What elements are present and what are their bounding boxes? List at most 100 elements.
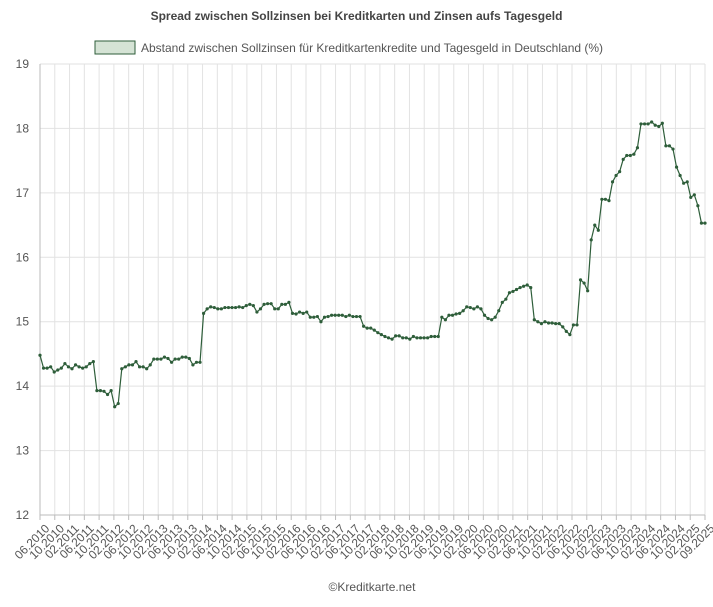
data-point	[102, 389, 106, 393]
data-point	[678, 173, 682, 178]
data-point	[177, 357, 181, 361]
data-point	[223, 305, 227, 310]
data-point	[525, 283, 529, 287]
data-point	[603, 197, 608, 201]
data-point	[116, 401, 120, 406]
data-point	[596, 228, 600, 232]
data-point	[532, 318, 536, 322]
data-point	[625, 153, 629, 158]
data-point	[301, 311, 305, 315]
data-point	[290, 311, 295, 315]
data-point	[187, 356, 191, 361]
data-point	[113, 405, 117, 409]
data-point	[461, 309, 465, 313]
data-point	[557, 322, 561, 326]
data-point	[564, 329, 568, 333]
data-point	[518, 285, 522, 290]
data-point	[45, 366, 49, 370]
data-point	[696, 204, 700, 208]
data-point	[685, 180, 689, 184]
data-point	[383, 334, 387, 339]
data-point	[386, 336, 391, 340]
data-point	[84, 365, 88, 369]
data-point	[209, 305, 213, 309]
data-point	[529, 285, 533, 290]
data-point	[66, 365, 71, 369]
data-point	[447, 313, 451, 317]
data-point	[689, 195, 693, 199]
data-point	[408, 337, 412, 341]
data-point	[184, 355, 188, 359]
data-point	[639, 122, 643, 126]
data-point	[589, 238, 593, 242]
data-point	[440, 315, 444, 319]
data-point	[226, 305, 231, 310]
data-point	[315, 314, 319, 319]
data-point	[244, 304, 248, 308]
y-tick-label: 17	[16, 186, 30, 200]
data-point	[233, 305, 238, 310]
data-point	[127, 363, 131, 367]
data-point	[358, 314, 362, 319]
data-point	[507, 291, 512, 295]
grid-lines	[39, 63, 706, 516]
chart-legend[interactable]: Abstand zwischen Sollzinsen für Kreditka…	[94, 40, 603, 55]
data-point	[191, 363, 195, 367]
data-point	[105, 392, 110, 397]
data-point	[493, 315, 497, 319]
data-point	[347, 313, 351, 317]
data-point	[514, 287, 519, 292]
y-tick-label: 19	[16, 57, 30, 71]
data-point	[614, 173, 618, 178]
chart-credit: ©Kreditkarte.net	[329, 580, 417, 594]
axes	[39, 64, 706, 520]
data-point	[436, 334, 440, 339]
data-point	[365, 326, 369, 330]
data-point	[241, 305, 245, 310]
data-point	[354, 314, 359, 319]
data-point	[490, 318, 494, 322]
data-point	[280, 302, 284, 306]
data-point	[699, 221, 704, 225]
data-point	[657, 124, 661, 129]
data-point	[159, 357, 163, 361]
data-point	[287, 300, 291, 304]
data-point	[621, 157, 625, 161]
data-point	[148, 363, 152, 367]
data-point	[169, 360, 174, 364]
data-point	[251, 304, 255, 308]
series-line	[39, 121, 705, 408]
data-point	[450, 313, 455, 317]
data-point	[269, 302, 273, 306]
data-point	[429, 334, 433, 339]
y-tick-label: 15	[16, 315, 30, 329]
data-point	[692, 193, 696, 197]
data-point	[88, 361, 92, 366]
legend-label: Abstand zwischen Sollzinsen für Kreditka…	[141, 41, 603, 55]
data-point	[411, 334, 415, 339]
data-point	[394, 334, 398, 338]
x-axis-tick-labels: 06.201010.201002.201106.201110.201102.20…	[12, 521, 713, 562]
data-point	[582, 281, 586, 285]
data-point	[137, 365, 142, 369]
data-point	[433, 334, 437, 339]
data-point	[294, 312, 298, 316]
data-point	[600, 197, 604, 201]
data-point	[255, 310, 259, 314]
data-point	[561, 325, 565, 329]
data-point	[41, 366, 46, 370]
data-point	[660, 121, 664, 125]
data-point	[326, 314, 330, 319]
data-point	[454, 312, 458, 316]
data-point	[500, 300, 504, 304]
data-point	[248, 302, 252, 306]
data-point	[475, 305, 480, 309]
data-point	[571, 323, 576, 327]
data-point	[73, 363, 78, 367]
data-point	[95, 389, 99, 393]
data-point	[372, 328, 376, 332]
data-point	[703, 221, 707, 225]
data-point	[465, 305, 469, 309]
data-point	[198, 360, 202, 364]
